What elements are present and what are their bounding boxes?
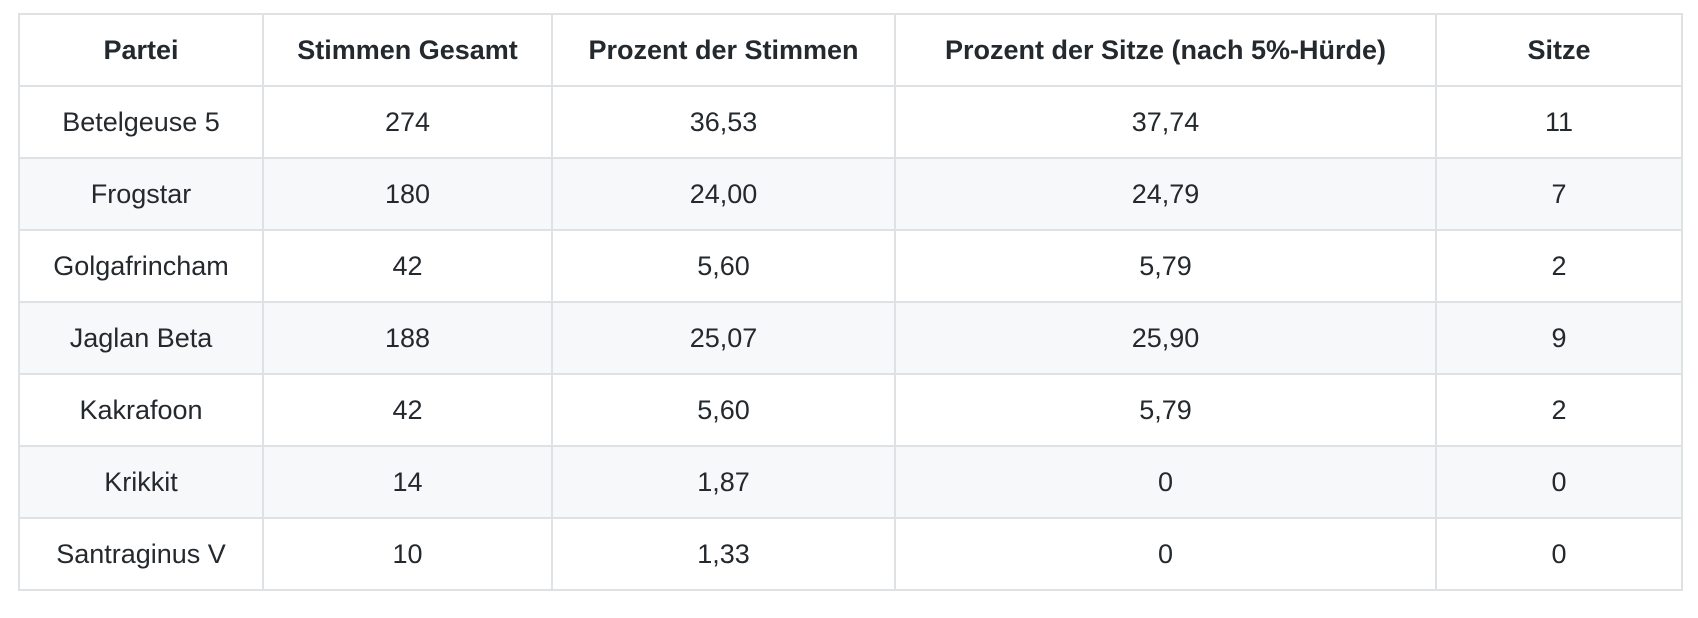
- party-name-cell: Santraginus V: [18, 517, 264, 591]
- table-cell: 188: [262, 301, 553, 375]
- table-row: Betelgeuse 5 274 36,53 37,74 11: [18, 85, 1683, 159]
- column-header-prozent-der-stimmen: Prozent der Stimmen: [551, 13, 896, 87]
- party-name-cell: Betelgeuse 5: [18, 85, 264, 159]
- table-cell: 24,79: [894, 157, 1437, 231]
- table-cell: 14: [262, 445, 553, 519]
- table-cell: 9: [1435, 301, 1683, 375]
- table-cell: 2: [1435, 229, 1683, 303]
- table-row: Kakrafoon 42 5,60 5,79 2: [18, 373, 1683, 447]
- column-header-partei: Partei: [18, 13, 264, 87]
- table-cell: 0: [1435, 445, 1683, 519]
- table-cell: 5,79: [894, 229, 1437, 303]
- column-header-prozent-der-sitze: Prozent der Sitze (nach 5%-Hürde): [894, 13, 1437, 87]
- table-cell: 1,33: [551, 517, 896, 591]
- header-row: Partei Stimmen Gesamt Prozent der Stimme…: [18, 13, 1683, 87]
- column-header-sitze: Sitze: [1435, 13, 1683, 87]
- table-cell: 25,90: [894, 301, 1437, 375]
- table-cell: 5,79: [894, 373, 1437, 447]
- table-row: Jaglan Beta 188 25,07 25,90 9: [18, 301, 1683, 375]
- table-cell: 2: [1435, 373, 1683, 447]
- table-cell: 11: [1435, 85, 1683, 159]
- table-cell: 42: [262, 229, 553, 303]
- table-cell: 274: [262, 85, 553, 159]
- table-cell: 0: [1435, 517, 1683, 591]
- table-cell: 42: [262, 373, 553, 447]
- election-results-table: Partei Stimmen Gesamt Prozent der Stimme…: [18, 13, 1683, 591]
- table-cell: 25,07: [551, 301, 896, 375]
- table-header: Partei Stimmen Gesamt Prozent der Stimme…: [18, 13, 1683, 87]
- table-row: Santraginus V 10 1,33 0 0: [18, 517, 1683, 591]
- table-body: Betelgeuse 5 274 36,53 37,74 11 Frogstar…: [18, 85, 1683, 591]
- table-cell: 5,60: [551, 229, 896, 303]
- column-header-stimmen-gesamt: Stimmen Gesamt: [262, 13, 553, 87]
- party-name-cell: Frogstar: [18, 157, 264, 231]
- table-cell: 7: [1435, 157, 1683, 231]
- table-cell: 10: [262, 517, 553, 591]
- table-cell: 37,74: [894, 85, 1437, 159]
- table-cell: 36,53: [551, 85, 896, 159]
- table-cell: 0: [894, 445, 1437, 519]
- table-row: Frogstar 180 24,00 24,79 7: [18, 157, 1683, 231]
- table-row: Golgafrincham 42 5,60 5,79 2: [18, 229, 1683, 303]
- table-cell: 5,60: [551, 373, 896, 447]
- table-cell: 1,87: [551, 445, 896, 519]
- party-name-cell: Golgafrincham: [18, 229, 264, 303]
- table-row: Krikkit 14 1,87 0 0: [18, 445, 1683, 519]
- party-name-cell: Kakrafoon: [18, 373, 264, 447]
- table-cell: 24,00: [551, 157, 896, 231]
- party-name-cell: Jaglan Beta: [18, 301, 264, 375]
- table-cell: 180: [262, 157, 553, 231]
- election-results-table-container: Partei Stimmen Gesamt Prozent der Stimme…: [18, 13, 1683, 591]
- table-cell: 0: [894, 517, 1437, 591]
- party-name-cell: Krikkit: [18, 445, 264, 519]
